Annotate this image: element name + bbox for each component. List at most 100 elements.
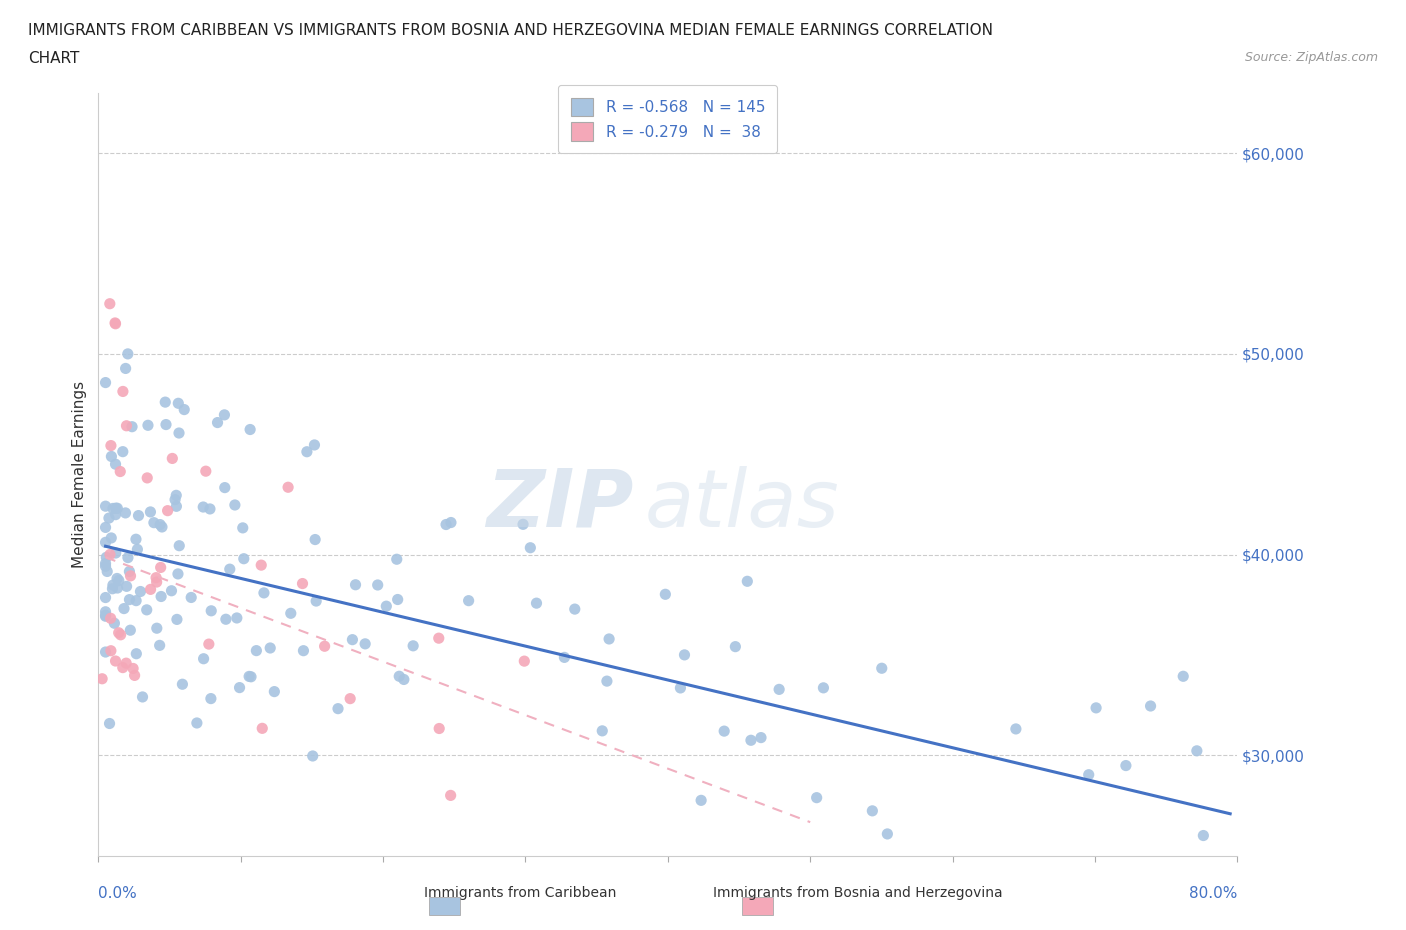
Point: [193, 499, 215, 514]
Point: [166, 612, 188, 627]
Point: [1085, 700, 1108, 715]
Point: [105, 571, 128, 586]
Text: ZIP: ZIP: [486, 466, 634, 544]
Point: [150, 520, 173, 535]
Point: [94, 644, 117, 659]
Point: [876, 827, 898, 842]
Point: [162, 451, 184, 466]
Point: [117, 551, 139, 565]
Point: [218, 562, 240, 577]
Point: [98, 297, 121, 312]
Point: [110, 628, 132, 643]
Point: [737, 574, 759, 589]
Point: [513, 654, 536, 669]
Point: [512, 517, 534, 532]
Point: [263, 684, 285, 699]
Point: [167, 396, 190, 411]
Point: [100, 438, 122, 453]
Point: [813, 681, 835, 696]
Point: [305, 593, 328, 608]
Point: [155, 394, 177, 409]
Point: [160, 583, 183, 598]
Point: [713, 724, 735, 738]
Point: [131, 689, 153, 704]
Point: [111, 660, 134, 675]
Point: [156, 503, 179, 518]
Point: [198, 501, 221, 516]
Point: [200, 604, 222, 618]
Text: Immigrants from Bosnia and Herzegovina: Immigrants from Bosnia and Herzegovina: [713, 886, 1002, 900]
Point: [252, 721, 274, 736]
Point: [314, 639, 336, 654]
Point: [238, 669, 260, 684]
Point: [225, 610, 247, 625]
Point: [94, 520, 117, 535]
Point: [121, 419, 143, 434]
Point: [167, 538, 190, 553]
Point: [870, 661, 893, 676]
Point: [291, 576, 314, 591]
Point: [122, 661, 145, 676]
Point: [100, 644, 122, 658]
Point: [149, 517, 172, 532]
Point: [167, 426, 190, 441]
Point: [388, 669, 411, 684]
Point: [120, 568, 142, 583]
Point: [224, 498, 246, 512]
Point: [110, 464, 132, 479]
Point: [295, 445, 318, 459]
Point: [94, 498, 117, 513]
Point: [135, 603, 157, 618]
Point: [292, 644, 315, 658]
Point: [94, 556, 117, 571]
Point: [150, 589, 173, 604]
Point: [392, 672, 415, 687]
Point: [1077, 767, 1099, 782]
Point: [1173, 669, 1195, 684]
Point: [111, 445, 134, 459]
Point: [94, 535, 117, 550]
Point: [200, 691, 222, 706]
Point: [253, 586, 276, 601]
Point: [342, 632, 364, 647]
Point: [519, 540, 541, 555]
Point: [111, 384, 134, 399]
Point: [427, 721, 450, 736]
Point: [108, 573, 131, 588]
Text: IMMIGRANTS FROM CARIBBEAN VS IMMIGRANTS FROM BOSNIA AND HERZEGOVINA MEDIAN FEMAL: IMMIGRANTS FROM CARIBBEAN VS IMMIGRANTS …: [28, 23, 993, 38]
Point: [1192, 828, 1215, 843]
Point: [124, 668, 146, 683]
Point: [749, 730, 772, 745]
Point: [280, 605, 302, 620]
Point: [104, 507, 127, 522]
Point: [250, 558, 273, 573]
Point: [673, 647, 696, 662]
Point: [98, 547, 121, 562]
Point: [232, 551, 254, 566]
Point: [180, 590, 202, 604]
Point: [127, 542, 149, 557]
Point: [128, 508, 150, 523]
Point: [114, 361, 136, 376]
Text: Immigrants from Caribbean: Immigrants from Caribbean: [425, 886, 616, 900]
Text: atlas: atlas: [645, 466, 839, 544]
Point: [440, 515, 463, 530]
Point: [104, 500, 127, 515]
Point: [115, 418, 138, 433]
Point: [232, 521, 254, 536]
Point: [344, 578, 367, 592]
Point: [304, 532, 326, 547]
Point: [94, 604, 117, 619]
Point: [385, 551, 408, 566]
Point: [215, 612, 238, 627]
Point: [740, 733, 762, 748]
Point: [120, 623, 142, 638]
Point: [165, 498, 187, 513]
Point: [434, 517, 457, 532]
Point: [768, 682, 790, 697]
Point: [146, 620, 169, 635]
Point: [564, 602, 586, 617]
Point: [1185, 743, 1208, 758]
Point: [245, 644, 267, 658]
Point: [139, 582, 162, 597]
